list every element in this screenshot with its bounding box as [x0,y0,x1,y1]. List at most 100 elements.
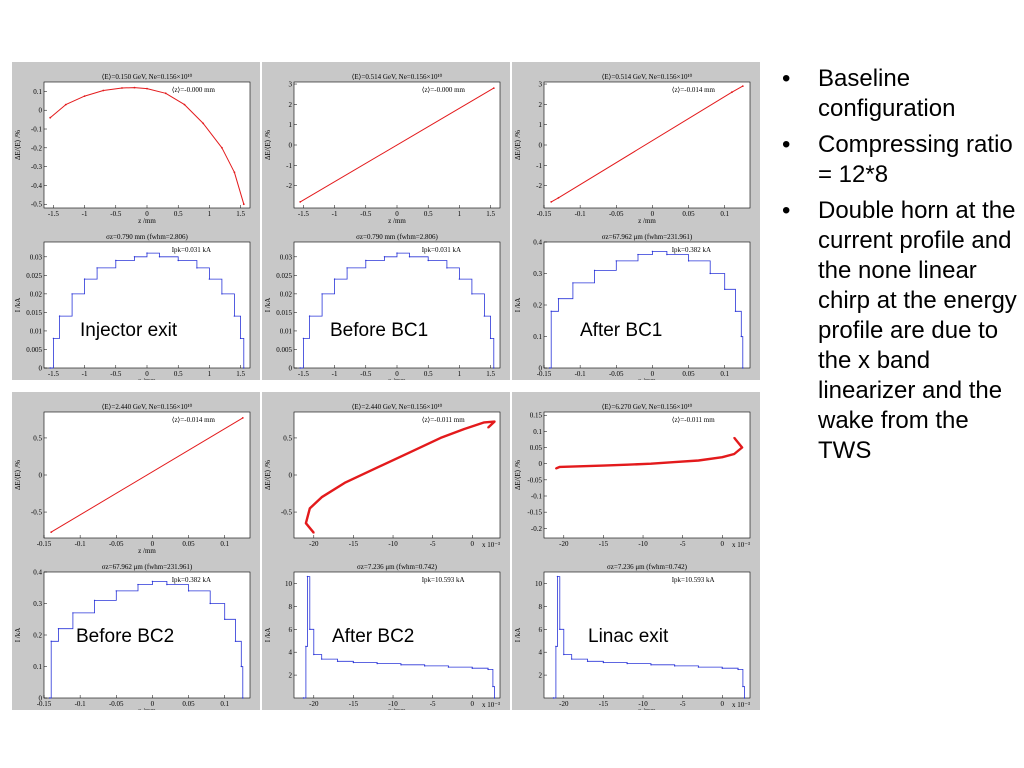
x-tick-label: 0.05 [682,210,695,218]
energy-point [578,465,581,468]
stage-label: Injector exit [80,320,178,341]
stage-label: Before BC1 [330,320,429,341]
current-point [115,590,118,592]
plot-title: σz=7.236 μm (fwhm=0.742) [357,563,438,571]
plot-annotation: ⟨z⟩=-0.011 mm [672,416,716,424]
y-tick-label: -0.5 [31,509,43,517]
current-point [549,367,551,369]
current-point [309,628,311,630]
y-axis-label: I /kA [514,628,522,643]
x-tick-label: 0.5 [424,210,433,218]
x-tick-label: -5 [430,540,436,548]
current-point [365,259,367,262]
x-tick-label: 1.5 [486,370,495,378]
plot-annotation: Ipk=0.382 kA [672,246,711,254]
current-point [674,665,676,667]
energy-plot: ⟨E⟩=6.270 GeV, Ne=0.156×10¹⁰ -20 -15 -10 -5 0… [514,403,751,549]
energy-point [241,417,244,419]
plot-title: ⟨E⟩=0.150 GeV, Ne=0.156×10¹⁰ [102,73,193,81]
energy-point [487,426,489,429]
current-point [352,661,355,664]
plot-annotation: ⟨z⟩=-0.014 mm [672,86,716,94]
y-tick-label: 0.3 [533,270,542,278]
current-point [492,685,494,688]
x-tick-label: 1.5 [486,210,495,218]
current-point [239,337,242,340]
bullet-text: Double horn at the current profile and t… [818,197,1017,464]
current-point [586,660,589,662]
y-axis-label: I /kA [14,298,22,313]
stage-chart-svg: ⟨E⟩=0.150 GeV, Ne=0.156×10¹⁰ -1.5 -1 -0.5 0 0… [14,73,251,380]
y-tick-label: 0 [289,472,293,480]
plot-annotation: ⟨z⟩=-0.011 mm [422,416,466,424]
x-axis-label: z /mm [638,217,656,225]
energy-plot: ⟨E⟩=0.514 GeV, Ne=0.156×10¹⁰ -0.15 -0.1 -0.… [514,73,751,225]
y-tick-label: -0.15 [527,509,542,517]
y-tick-label: 0 [39,365,43,373]
current-point [447,666,450,668]
y-tick-label: -0.2 [31,144,43,152]
current-point [209,602,211,605]
energy-point [733,436,736,439]
bullet-item: • Compressing ratio = 12*8 [780,130,1020,190]
current-point [49,367,51,369]
current-point [333,278,336,280]
current-point [424,665,426,667]
energy-point [299,201,302,203]
current-point [724,288,726,290]
y-tick-label: 6 [539,626,543,634]
energy-point [133,86,136,89]
y-axis-label: ΔE/⟨E⟩ /% [514,130,522,160]
x-tick-label: 1.5 [236,210,245,218]
x-tick-label: -0.15 [37,540,52,548]
x-tick-label: 0.5 [174,370,183,378]
y-tick-label: 0.5 [283,434,292,442]
energy-point [555,467,557,470]
x-axis-label: z /mm [138,707,156,710]
x-tick-label: 0.1 [720,370,729,378]
current-plot: σz=67.962 μm (fwhm=231.961) -0.15 -0.1 -0.0… [14,563,251,710]
x-tick-label: -0.5 [110,370,122,378]
y-tick-label: 0 [39,472,43,480]
y-tick-label: 0.025 [276,272,292,280]
current-point [427,259,429,262]
current-point [221,293,223,295]
current-point [572,282,574,284]
current-point [556,575,559,578]
energy-point [320,496,323,499]
energy-point [83,95,86,97]
stage-label: Linac exit [588,626,669,647]
energy-series [550,85,744,203]
stage-label: Before BC2 [76,626,175,647]
y-axis-label: I /kA [14,628,22,643]
energy-point [492,87,495,89]
x-tick-label: 1 [208,210,212,218]
x-tick-label: -0.1 [75,700,87,708]
y-tick-label: 0.1 [33,88,42,96]
x-axis-label: z /mm [388,377,406,380]
x-tick-label: 0 [395,210,399,218]
y-tick-label: 0.01 [280,327,293,335]
current-point [563,653,565,656]
x-tick-label: -0.15 [537,370,552,378]
current-plot: σz=7.236 μm (fwhm=0.742) -20 -15 -10 -5 0 2 4 6 8… [514,563,751,710]
x-tick-label: 0.05 [182,700,195,708]
current-point [306,575,309,578]
current-point [743,697,746,699]
y-tick-label: 0.03 [30,253,43,261]
y-tick-label: 0.1 [533,333,542,341]
energy-point [463,428,466,430]
stage-panel: ⟨E⟩=2.440 GeV, Ne=0.156×10¹⁰ -20 -15 -10 -5 0… [262,392,510,710]
x-tick-label: -0.05 [609,370,624,378]
current-point [243,367,245,369]
energy-point [673,461,676,463]
stage-label: After BC2 [332,626,415,647]
x-tick-label: 0 [151,700,155,708]
y-tick-label: 0.015 [276,309,292,317]
current-point [96,267,98,269]
y-tick-label: 0.02 [280,290,293,298]
current-point [721,667,723,669]
y-tick-label: 0.005 [26,346,42,354]
x-tick-label: 0 [471,540,475,548]
current-point [458,278,461,280]
